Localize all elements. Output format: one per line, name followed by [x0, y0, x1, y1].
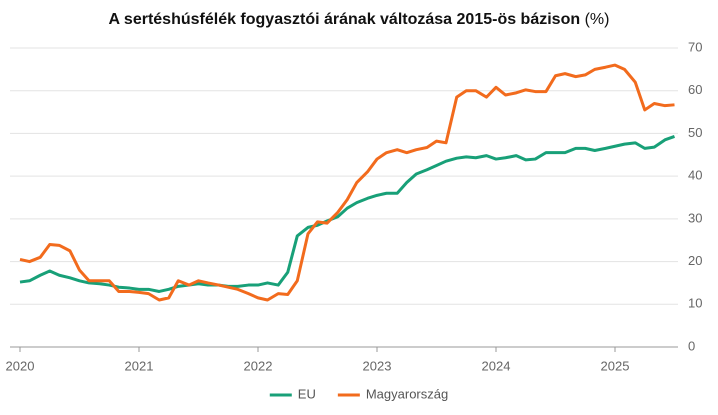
y-tick-label: 30 — [688, 210, 702, 225]
x-tick-label: 2025 — [601, 358, 630, 373]
x-tick-label: 2024 — [482, 358, 511, 373]
y-tick-label: 70 — [688, 39, 702, 54]
y-tick-label: 10 — [688, 296, 702, 311]
x-tick-label: 2022 — [244, 358, 273, 373]
y-tick-label: 50 — [688, 125, 702, 140]
y-tick-label: 40 — [688, 168, 702, 183]
x-tick-label: 2023 — [363, 358, 392, 373]
legend-label: EU — [298, 386, 316, 401]
series-line — [19, 135, 676, 293]
chart-title: A sertéshúsfélék fogyasztói árának válto… — [109, 11, 610, 28]
legend: EU Magyarország — [269, 386, 448, 401]
series-line — [19, 63, 675, 302]
y-tick-label: 0 — [688, 338, 695, 353]
y-tick-label: 60 — [688, 82, 702, 97]
x-tick-label: 2021 — [125, 358, 154, 373]
y-tick-label: 20 — [688, 253, 702, 268]
legend-label: Magyarország — [366, 386, 448, 401]
x-tick-label: 2020 — [6, 358, 35, 373]
